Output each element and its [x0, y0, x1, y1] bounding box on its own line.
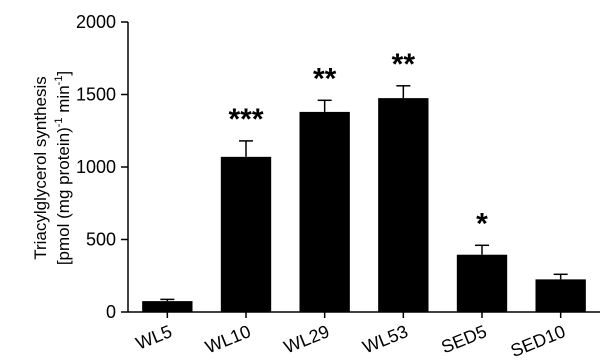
bar-SED5: [456, 254, 508, 312]
x-label-WL5: WL5: [133, 321, 175, 353]
y-axis-title-sup1: -1: [53, 117, 65, 127]
y-tick-label-0: 0: [106, 302, 116, 322]
x-label-SED10: SED10: [508, 321, 568, 360]
significance-WL29: **: [313, 62, 337, 95]
bar-SED10: [535, 279, 586, 312]
x-label-SED5: SED5: [438, 321, 489, 357]
bar-WL5: [142, 301, 193, 312]
y-axis: 0 500 1000 1500 2000: [76, 12, 129, 322]
y-axis-title-line2: [pmol (mg protein)-1 min-1]: [53, 71, 73, 265]
y-tick-label-3: 1500: [76, 85, 116, 105]
x-label-WL29: WL29: [281, 321, 332, 357]
y-tick-label-1: 500: [86, 230, 116, 250]
x-label-WL53: WL53: [360, 321, 411, 357]
x-axis: WL5 WL10 WL29 WL53 SED5 SED10: [128, 311, 600, 360]
bars: ***** ***: [142, 48, 586, 313]
y-axis-title-sup2: -1: [53, 76, 65, 86]
significance-SED5: *: [476, 207, 488, 240]
y-axis-title: Triacylglycerol synthesis [pmol (mg prot…: [31, 71, 73, 265]
y-tick-label-4: 2000: [76, 12, 116, 32]
y-tick-label-2: 1000: [76, 157, 116, 177]
significance-WL53: **: [392, 48, 416, 81]
y-axis-title-end: ]: [54, 71, 73, 76]
x-label-WL10: WL10: [202, 321, 253, 357]
bar-WL10: [220, 156, 272, 312]
significance-WL10: ***: [228, 103, 263, 136]
y-axis-title-unit: [pmol (mg protein): [54, 127, 73, 265]
y-axis-title-min: min: [54, 85, 73, 117]
bar-WL53: [378, 98, 429, 312]
y-axis-title-line1: Triacylglycerol synthesis: [31, 76, 50, 260]
bar-WL29: [299, 111, 350, 313]
